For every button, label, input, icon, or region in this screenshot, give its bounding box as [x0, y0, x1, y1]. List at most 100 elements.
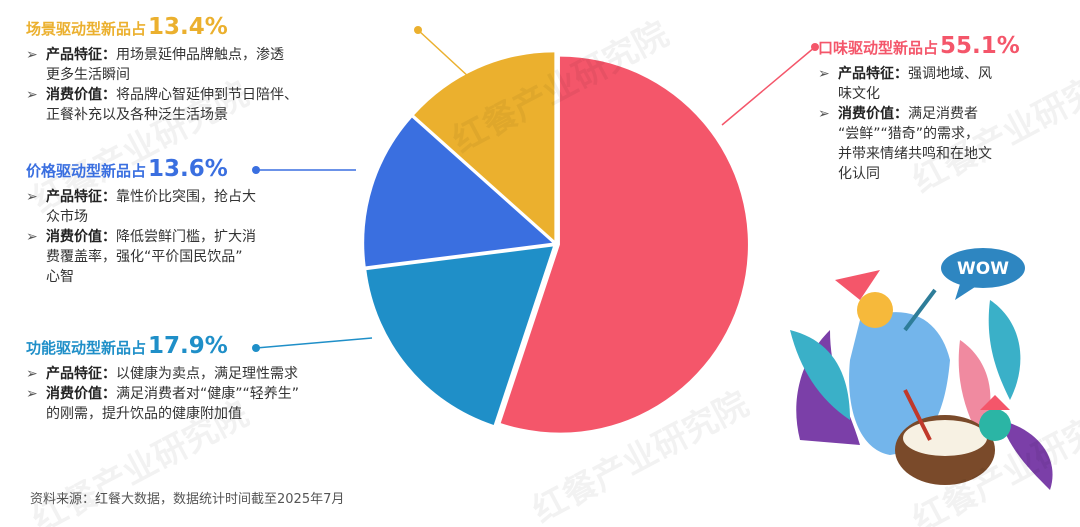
leader-dot [252, 344, 260, 352]
bullet-line: 的刚需，提升饮品的健康附加值 [46, 406, 242, 422]
bullet-label: 产品特征： [46, 366, 116, 382]
bullet-line: 费覆盖率，强化“平价国民饮品” [46, 249, 243, 265]
bullet-row: 众市场 [26, 207, 256, 227]
bullets: ➢ 产品特征：靠性价比突围，抢占大众市场 ➢ 消费价值：降低尝鲜门槛，扩大消费覆盖率，… [26, 187, 256, 287]
bullet-row: 并带来情绪共鸣和在地文 [818, 144, 1020, 164]
bullet-text: 消费价值：降低尝鲜门槛，扩大消 [46, 227, 256, 247]
bullet-text: 并带来情绪共鸣和在地文 [838, 144, 992, 164]
bullet-arrow: ➢ [818, 66, 830, 82]
bullet-line: 用场景延伸品牌触点，渗透 [116, 47, 284, 63]
bullet-row: 正餐补充以及各种泛生活场景 [26, 105, 298, 125]
bullet-arrow [26, 207, 46, 227]
bullet-arrow [26, 105, 46, 125]
bullet-arrow: ➢ [26, 47, 38, 63]
bullet-line: “尝鲜”“猎奇”的需求， [838, 126, 980, 142]
bullet-line: 以健康为卖点，满足理性需求 [116, 366, 298, 382]
pie-slice [364, 117, 553, 267]
label-block: 价格驱动型新品占13.6% ➢ 产品特征：靠性价比突围，抢占大众市场 ➢ 消费价值：降低… [26, 156, 256, 287]
bullet-arrow: ➢ [818, 106, 830, 122]
bullet-label: 消费价值： [46, 87, 116, 103]
category-name: 功能驱动型新品占 [26, 339, 147, 357]
value-label: 13.6% [148, 156, 228, 182]
bullet-label: 产品特征： [46, 47, 116, 63]
label-block: 功能驱动型新品占17.9% ➢ 产品特征：以健康为卖点，满足理性需求 ➢ 消费价值：满足… [26, 333, 299, 424]
bullet-arrow [26, 404, 46, 424]
bullet-text: 消费价值：满足消费者 [838, 104, 978, 124]
leader-line [417, 29, 471, 79]
bullets: ➢ 产品特征：用场景延伸品牌触点，渗透 更多生活瞬间 ➢ 消费价值：将品牌心智延伸到节日… [26, 45, 298, 125]
bullet-text: 的刚需，提升饮品的健康附加值 [46, 404, 242, 424]
bullet-line: 满足消费者 [908, 106, 978, 122]
illustration-text: WOW [957, 259, 1009, 279]
bullet-row: ➢ 产品特征：靠性价比突围，抢占大 [26, 187, 256, 207]
bullet-text: 心智 [46, 267, 74, 287]
bullet-row: ➢ 消费价值：满足消费者 [818, 104, 1020, 124]
bullet-row: ➢ 产品特征：强调地域、风 [818, 64, 1020, 84]
bullet-row: ➢ 消费价值：满足消费者对“健康”“轻养生” [26, 384, 299, 404]
category-name: 口味驱动型新品占 [818, 39, 939, 57]
bullet-text: 众市场 [46, 207, 88, 227]
value-label: 55.1% [940, 33, 1020, 59]
bullet-label: 消费价值： [838, 106, 908, 122]
bullet-text: 消费价值：将品牌心智延伸到节日陪伴、 [46, 85, 298, 105]
bullet-line: 强调地域、风 [908, 66, 992, 82]
bullet-line: 众市场 [46, 209, 88, 225]
category-title: 价格驱动型新品占13.6% [26, 156, 256, 182]
bullet-line: 更多生活瞬间 [46, 67, 130, 83]
bullet-arrow: ➢ [26, 386, 38, 402]
bullet-row: “尝鲜”“猎奇”的需求， [818, 124, 1020, 144]
category-name: 价格驱动型新品占 [26, 162, 147, 180]
value-label: 17.9% [148, 333, 228, 359]
bullet-line: 满足消费者对“健康”“轻养生” [116, 386, 300, 402]
bullet-line: 化认同 [838, 166, 880, 182]
bullet-row: 费覆盖率，强化“平价国民饮品” [26, 247, 256, 267]
bullet-row: ➢ 产品特征：以健康为卖点，满足理性需求 [26, 364, 299, 384]
bullets: ➢ 产品特征：强调地域、风味文化 ➢ 消费价值：满足消费者 “尝鲜”“猎奇”的需求， 并带… [818, 64, 1020, 184]
source: 资料来源：红餐大数据，数据统计时间截至2025年7月 [30, 492, 345, 507]
bullet-row: 化认同 [818, 164, 1020, 184]
bullet-text: 产品特征：以健康为卖点，满足理性需求 [46, 364, 298, 384]
bullet-text: 产品特征：强调地域、风 [838, 64, 992, 84]
bullet-text: 正餐补充以及各种泛生活场景 [46, 105, 228, 125]
bullet-row: 味文化 [818, 84, 1020, 104]
bullet-row: 的刚需，提升饮品的健康附加值 [26, 404, 299, 424]
label-block: 场景驱动型新品占13.4% ➢ 产品特征：用场景延伸品牌触点，渗透 更多生活瞬间 ➢ 消费… [26, 14, 298, 125]
bullet-row: 心智 [26, 267, 256, 287]
leader-dot [811, 43, 819, 51]
illustration: WOW [790, 248, 1053, 490]
bullet-arrow: ➢ [26, 229, 38, 245]
bullet-row: ➢ 产品特征：用场景延伸品牌触点，渗透 [26, 45, 298, 65]
bullet-label: 消费价值： [46, 386, 116, 402]
bullet-row: ➢ 消费价值：将品牌心智延伸到节日陪伴、 [26, 85, 298, 105]
leader-line [255, 337, 373, 349]
pie-slice [500, 56, 748, 433]
bullet-row: 更多生活瞬间 [26, 65, 298, 85]
bullet-line: 味文化 [838, 86, 880, 102]
bullet-label: 产品特征： [838, 66, 908, 82]
bullet-label: 消费价值： [46, 229, 116, 245]
category-name: 场景驱动型新品占 [26, 20, 147, 38]
bullet-text: 更多生活瞬间 [46, 65, 130, 85]
leader-dot [414, 26, 422, 34]
bullet-line: 并带来情绪共鸣和在地文 [838, 146, 992, 162]
bullet-text: 费覆盖率，强化“平价国民饮品” [46, 247, 243, 267]
bullets: ➢ 产品特征：以健康为卖点，满足理性需求 ➢ 消费价值：满足消费者对“健康”“轻养生”… [26, 364, 299, 424]
bullet-line: 正餐补充以及各种泛生活场景 [46, 107, 228, 123]
bullet-arrow [26, 65, 46, 85]
leader-line [721, 46, 816, 126]
bullet-text: 化认同 [838, 164, 880, 184]
bullet-label: 产品特征： [46, 189, 116, 205]
bullet-arrow [26, 267, 46, 287]
pie-slice [366, 246, 553, 425]
bullet-line: 心智 [46, 269, 74, 285]
bullet-text: 味文化 [838, 84, 880, 104]
bullet-arrow [26, 247, 46, 267]
bullet-line: 将品牌心智延伸到节日陪伴、 [116, 87, 298, 103]
bullet-arrow [818, 124, 838, 144]
category-title: 口味驱动型新品占55.1% [818, 33, 1020, 59]
bullet-text: 产品特征：靠性价比突围，抢占大 [46, 187, 256, 207]
pie-slice [414, 52, 555, 241]
bullet-line: 降低尝鲜门槛，扩大消 [116, 229, 256, 245]
